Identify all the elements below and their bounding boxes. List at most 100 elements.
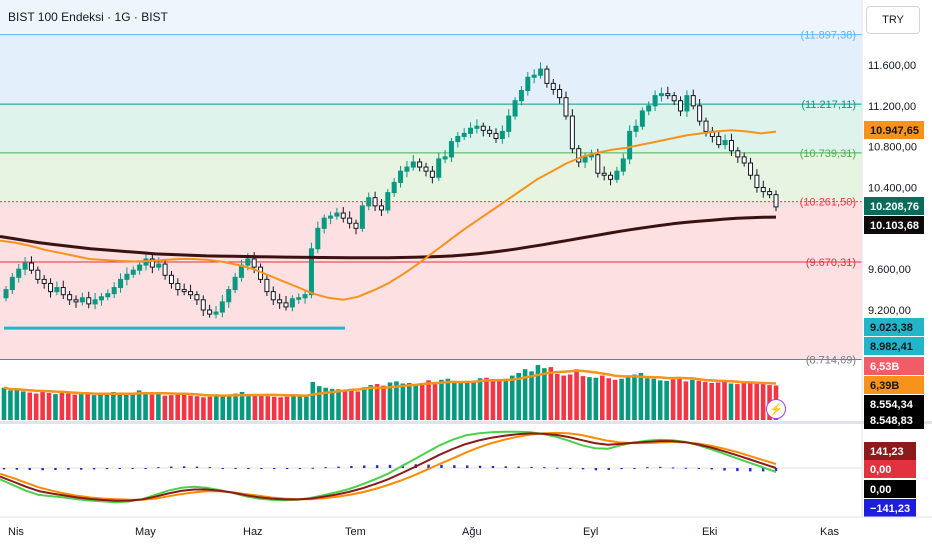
price-badge: 8.982,41 bbox=[864, 337, 924, 355]
macd-badge-label: −141,23 bbox=[870, 503, 910, 515]
candle-body bbox=[735, 150, 741, 158]
candle-body bbox=[404, 166, 410, 172]
candle-body bbox=[474, 125, 480, 129]
candle-body bbox=[16, 268, 22, 278]
price-badge-label: 9.023,38 bbox=[870, 322, 913, 334]
volume-bar bbox=[342, 390, 348, 420]
volume-bar bbox=[246, 394, 251, 420]
time-tick-label: May bbox=[135, 526, 156, 538]
lightning-icon[interactable]: ⚡ bbox=[766, 399, 786, 419]
volume-bar bbox=[297, 395, 303, 420]
candle-body bbox=[67, 294, 73, 301]
histogram-bar bbox=[543, 467, 546, 469]
price-badge-bg bbox=[864, 337, 924, 355]
volume-bar bbox=[690, 379, 695, 420]
volume-bar bbox=[33, 393, 39, 420]
histogram-bar bbox=[260, 468, 263, 469]
price-tick-label: 11.600,00 bbox=[868, 60, 916, 72]
volume-bar bbox=[458, 382, 464, 420]
volume-bar bbox=[747, 383, 753, 420]
candle-body bbox=[137, 264, 143, 271]
symbol-name[interactable]: BIST 100 Endeksi bbox=[8, 10, 104, 24]
interval-label[interactable]: 1G bbox=[114, 10, 131, 24]
volume-bar bbox=[638, 372, 644, 420]
band-top bbox=[0, 0, 862, 35]
volume-bar bbox=[336, 389, 341, 420]
candle-body bbox=[703, 120, 709, 132]
volume-bar bbox=[143, 393, 148, 420]
volume-bar bbox=[516, 372, 521, 420]
candle-body bbox=[760, 187, 766, 193]
volume-bar bbox=[381, 385, 386, 420]
candle-body bbox=[620, 158, 626, 172]
candle-body bbox=[334, 212, 340, 217]
price-tick-label: 10.800,00 bbox=[868, 142, 917, 154]
candle-body bbox=[697, 105, 703, 122]
candle-body bbox=[627, 130, 633, 160]
histogram-bar bbox=[28, 468, 31, 470]
histogram-bar bbox=[337, 466, 340, 468]
candle-body bbox=[684, 95, 690, 112]
volume-bar bbox=[432, 381, 438, 420]
volume-bar bbox=[316, 386, 322, 420]
volume-bar bbox=[657, 380, 663, 420]
histogram-bar bbox=[620, 468, 623, 470]
candle-body bbox=[646, 105, 652, 112]
candle-body bbox=[499, 130, 505, 140]
histogram-bar bbox=[607, 468, 610, 470]
chart-title: BIST 100 Endeksi · 1G · BIST bbox=[8, 10, 168, 24]
pane-separator bbox=[0, 421, 932, 424]
candle-body bbox=[448, 141, 454, 158]
candle-body bbox=[576, 148, 582, 163]
candle-body bbox=[671, 95, 677, 102]
volume-bar bbox=[735, 384, 740, 420]
candle-body bbox=[550, 82, 556, 90]
candle-body bbox=[194, 294, 200, 301]
volume-bar bbox=[561, 375, 566, 420]
volume-bar bbox=[664, 380, 669, 420]
volume-bar bbox=[394, 381, 399, 420]
candle-body bbox=[232, 276, 238, 291]
candle-body bbox=[569, 115, 575, 150]
candle-body bbox=[563, 97, 569, 117]
histogram-bar bbox=[54, 468, 57, 470]
candle-body bbox=[391, 181, 397, 194]
volume-bar bbox=[66, 393, 71, 420]
histogram-bar bbox=[80, 468, 83, 470]
histogram-bar bbox=[105, 468, 109, 470]
candle-body bbox=[28, 262, 34, 271]
volume-bar bbox=[715, 382, 721, 420]
volume-bar bbox=[554, 373, 560, 420]
price-badge-bg bbox=[864, 318, 924, 336]
histogram-bar bbox=[761, 468, 765, 472]
candle-body bbox=[678, 100, 684, 112]
candle-body bbox=[690, 95, 696, 107]
volume-bar bbox=[645, 378, 650, 420]
volume-bar bbox=[709, 382, 714, 420]
macd-badge-bg bbox=[864, 442, 916, 460]
candle-body bbox=[748, 162, 754, 176]
candle-body bbox=[754, 174, 760, 188]
volume-bar bbox=[484, 377, 489, 420]
candle-body bbox=[73, 299, 79, 303]
histogram-bar bbox=[723, 468, 726, 471]
time-tick-label: Ağu bbox=[462, 526, 482, 538]
histogram-bar bbox=[530, 466, 533, 468]
volume-bar bbox=[355, 391, 361, 420]
histogram-bar bbox=[234, 468, 237, 469]
fib-label: (11.217,11) bbox=[801, 99, 856, 111]
price-badge-label: 8.554,34 bbox=[870, 399, 914, 411]
histogram-bar bbox=[453, 465, 456, 468]
candle-body bbox=[98, 296, 104, 301]
time-tick-label: Eki bbox=[702, 526, 717, 538]
currency-button[interactable]: TRY bbox=[866, 6, 920, 34]
volume-bar bbox=[323, 387, 328, 420]
volume-bar bbox=[625, 377, 631, 420]
candle-body bbox=[614, 170, 620, 180]
candle-body bbox=[321, 217, 327, 229]
exchange-label: BIST bbox=[141, 10, 168, 24]
fib-band bbox=[0, 261, 862, 360]
histogram-bar bbox=[285, 468, 289, 469]
